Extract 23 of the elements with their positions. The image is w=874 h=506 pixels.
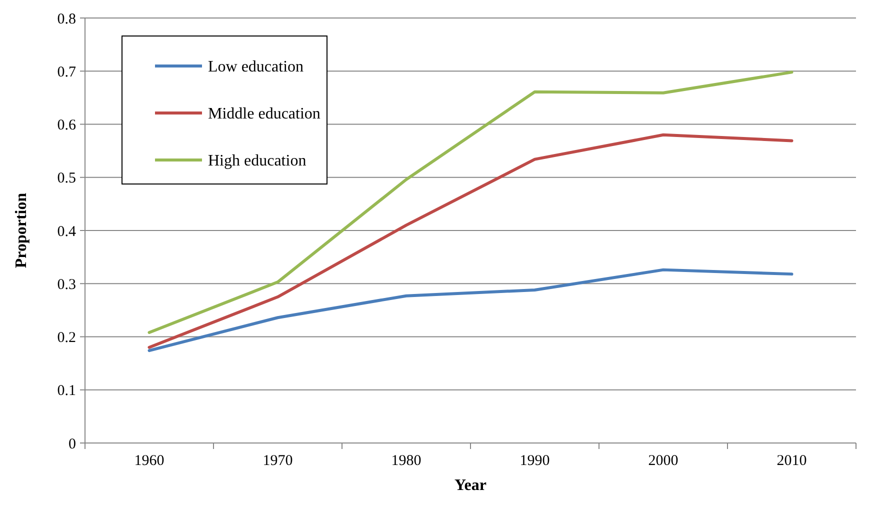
x-tick-label: 1980 xyxy=(391,453,422,469)
x-tick-label: 1960 xyxy=(134,453,164,469)
line-series xyxy=(148,133,794,349)
legend-label: High education xyxy=(208,152,306,170)
y-tick-label: 0.7 xyxy=(57,64,76,80)
y-tick-label: 0.2 xyxy=(57,330,76,346)
y-tick-label: 0.8 xyxy=(57,11,76,28)
x-tick-label: 1970 xyxy=(262,453,293,469)
x-axis-title: Year xyxy=(454,477,486,494)
y-tick-label: 0.5 xyxy=(57,170,76,187)
legend-label: Low education xyxy=(208,58,304,76)
line-series xyxy=(148,70,794,334)
y-tick-label: 0.4 xyxy=(57,224,76,240)
y-tick-label: 0.1 xyxy=(57,383,76,400)
legend-label: Middle education xyxy=(208,106,320,123)
x-tick-label: 2010 xyxy=(776,453,807,469)
y-tick-label: 0.3 xyxy=(57,276,76,293)
y-tick-label: 0.6 xyxy=(57,118,76,134)
line-series xyxy=(148,268,794,352)
y-axis-title: Proportion xyxy=(13,192,30,268)
x-tick-label: 2000 xyxy=(648,453,678,469)
y-tick-label: 0 xyxy=(68,436,76,452)
x-tick-label: 1990 xyxy=(520,453,550,469)
